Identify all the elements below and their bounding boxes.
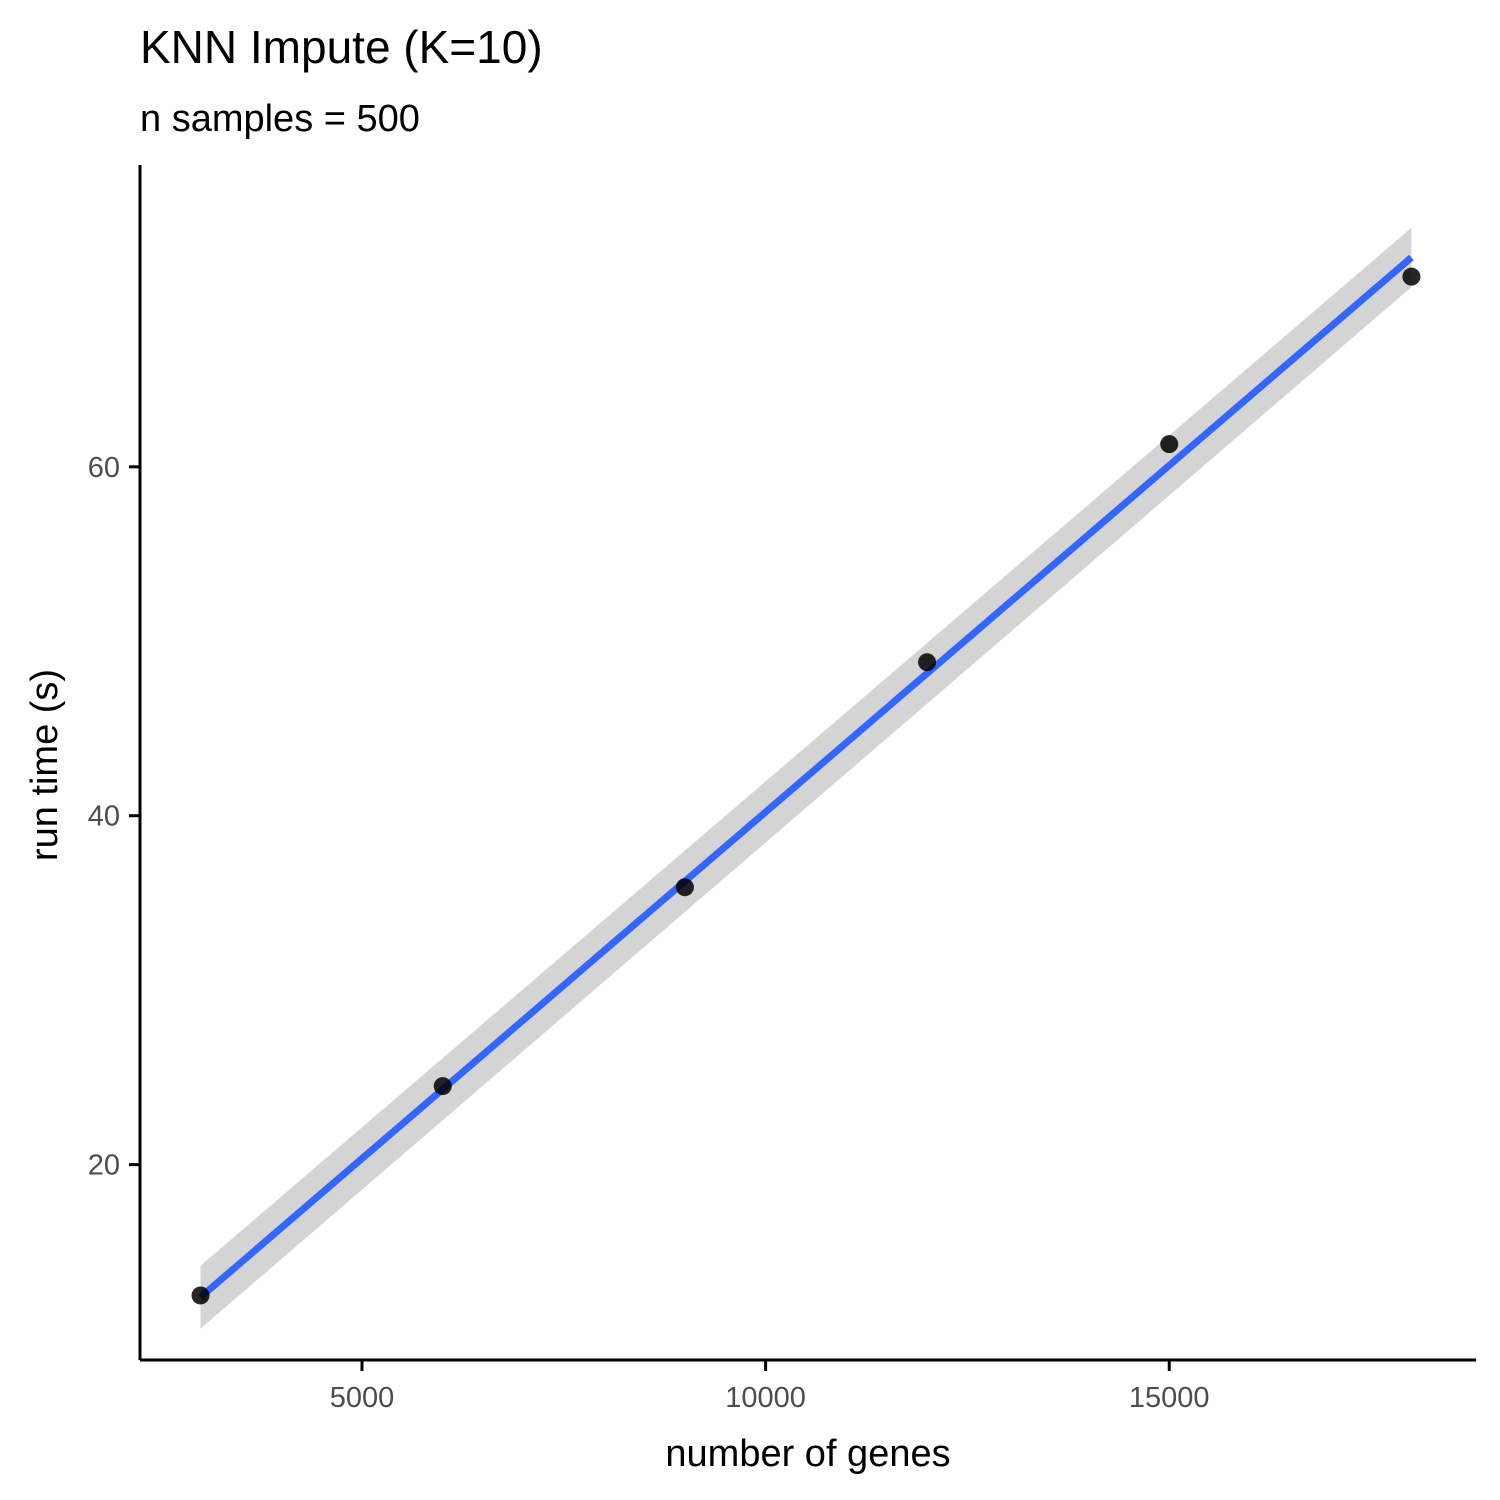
- y-axis-ticks: 20 40 60: [88, 452, 140, 1182]
- data-points: [191, 267, 1421, 1305]
- x-tick-label: 15000: [1129, 1382, 1210, 1414]
- y-tick-label: 20: [88, 1150, 120, 1182]
- data-point: [191, 1286, 210, 1305]
- y-axis-title: run time (s): [24, 669, 66, 861]
- data-point: [1160, 435, 1179, 454]
- chart-title: KNN Impute (K=10): [140, 21, 543, 73]
- x-axis-title: number of genes: [665, 1433, 950, 1475]
- x-tick-label: 5000: [330, 1382, 395, 1414]
- data-point: [675, 878, 694, 897]
- data-point: [433, 1077, 452, 1096]
- data-point: [918, 653, 937, 672]
- data-point: [1402, 267, 1421, 286]
- y-tick-label: 40: [88, 801, 120, 833]
- fit-line: [198, 254, 1414, 1300]
- chart-subtitle: n samples = 500: [140, 98, 420, 140]
- y-tick-label: 60: [88, 452, 120, 484]
- plot-panel: [191, 227, 1421, 1329]
- x-tick-label: 10000: [725, 1382, 806, 1414]
- x-axis-ticks: 5000 10000 15000: [330, 1360, 1210, 1414]
